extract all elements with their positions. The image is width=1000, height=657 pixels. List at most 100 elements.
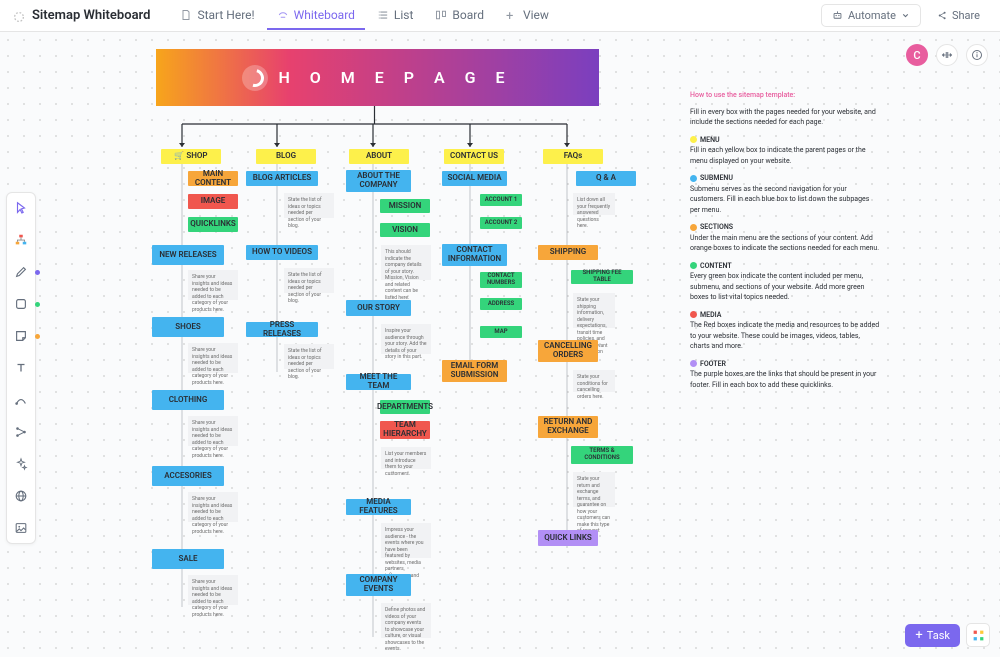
green-node[interactable]: SHIPPING FEE TABLE [571,270,633,284]
pointer-tool[interactable] [12,199,30,217]
red-node[interactable]: TEAM HIERARCHY [380,421,430,439]
menu-node[interactable]: FAQs [543,149,603,164]
note-node[interactable]: State your conditions for cancelling ord… [573,370,615,392]
blue-node[interactable]: OUR STORY [346,300,411,316]
orange-node[interactable]: MAIN CONTENT [188,171,238,186]
sticky-tool[interactable] [12,327,30,345]
apps-button[interactable] [966,623,990,647]
homepage-banner[interactable]: H O M E P A G E [156,49,599,106]
orange-node[interactable]: SHIPPING [538,245,598,260]
menu-node[interactable]: CONTACT US [444,149,504,164]
red-node[interactable]: IMAGE [188,194,238,209]
blue-node[interactable]: MEET THE TEAM [346,374,411,390]
pen-tool[interactable] [12,263,30,281]
note-node[interactable]: Impress your audience - the events where… [381,523,431,558]
green-node[interactable]: CONTACT NUMBERS [480,272,522,288]
blue-node[interactable]: MEDIA FEATURES [346,499,411,515]
web-tool[interactable] [12,487,30,505]
note-node[interactable]: Share your insights and ideas needed to … [188,343,238,373]
note-node[interactable]: State the list of ideas or topics needed… [284,344,334,369]
blue-node[interactable]: CONTACT INFORMATION [442,244,507,266]
help-section-body: The Red boxes indicate the media and res… [690,321,879,350]
blue-node[interactable]: SHOES [152,317,224,337]
share-button[interactable]: Share [929,5,988,26]
blue-node[interactable]: SOCIAL MEDIA [442,171,507,186]
note-node[interactable]: State the list of ideas or topics needed… [284,193,334,218]
avatar[interactable]: C [906,44,928,66]
note-node[interactable]: State the list of ideas or topics needed… [284,268,334,293]
legend-dot [690,262,697,269]
green-node[interactable]: DEPARTMENTS [380,400,430,414]
blue-node[interactable]: COMPANY EVENTS [346,574,411,596]
fit-width-button[interactable] [936,44,958,66]
automate-label: Automate [848,9,896,22]
help-section: FOOTERThe purple boxes are the links tha… [690,359,880,391]
relation-tool[interactable] [12,423,30,441]
tab-board[interactable]: Board [425,2,494,30]
note-node[interactable]: Share your insights and ideas needed to … [188,492,238,522]
blue-node[interactable]: ACCESORIES [152,466,224,486]
note-node[interactable]: State your return and exchange terms, an… [573,472,615,507]
tab-label: Start Here! [197,8,254,22]
green-node[interactable]: VISION [380,223,430,237]
green-node[interactable]: ACCOUNT 1 [480,194,522,206]
note-node[interactable]: List down all your frequently answered q… [573,193,615,215]
menu-node[interactable]: ABOUT [349,149,409,164]
note-node[interactable]: State your shipping information, deliver… [573,293,615,328]
automate-button[interactable]: Automate [821,4,921,27]
info-button[interactable] [966,44,988,66]
canvas-bottomright-controls: + Task [905,623,990,647]
note-node[interactable]: Inspire your audience through your story… [381,324,431,354]
blue-node[interactable]: HOW TO VIDEOS [246,245,318,260]
hierarchy-tool[interactable] [12,231,30,249]
tab-view[interactable]: +View [496,2,559,30]
blue-node[interactable]: Q & A [576,171,636,186]
help-section: MEDIAThe Red boxes indicate the media an… [690,310,880,352]
green-node[interactable]: MISSION [380,199,430,213]
task-label: Task [927,629,950,642]
note-node[interactable]: List your members and introduce them to … [381,447,431,469]
menu-node[interactable]: BLOG [256,149,316,164]
green-node[interactable]: QUICKLINKS [188,217,238,232]
green-node[interactable]: ACCOUNT 2 [480,217,522,229]
task-button[interactable]: + Task [905,624,960,647]
tab-list[interactable]: List [367,2,424,30]
help-section-heading: MENU [700,136,720,144]
legend-dot [690,360,697,367]
shape-tool[interactable] [12,295,30,313]
tab-whiteboard[interactable]: Whiteboard [267,2,365,30]
header-right: Automate Share [821,4,988,27]
green-node[interactable]: TERMS & CONDITIONS [571,446,633,464]
plus-icon: + [915,629,922,642]
whiteboard-canvas[interactable]: C + Task H O M E P A G E 🛒 SHOP BLOG ABOUT C… [0,32,1000,657]
image-tool[interactable] [12,519,30,537]
orange-node[interactable]: EMAIL FORM SUBMISSION [442,360,507,382]
note-node[interactable]: This should indicate the company details… [381,245,431,280]
legend-dot [690,175,697,182]
menu-node[interactable]: 🛒 SHOP [161,149,221,164]
help-section-body: Fill in each yellow box to indicate the … [690,146,866,165]
note-node[interactable]: Define photos and videos of your company… [381,603,431,638]
tab-start-here-[interactable]: Start Here! [170,2,264,30]
green-node[interactable]: MAP [480,326,522,338]
blue-node[interactable]: CLOTHING [152,390,224,410]
blue-node[interactable]: BLOG ARTICLES [246,171,318,186]
purple-node[interactable]: QUICK LINKS [538,530,598,546]
green-node[interactable]: ADDRESS [480,298,522,310]
note-node[interactable]: Share your insights and ideas needed to … [188,575,238,605]
blue-node[interactable]: NEW RELEASES [152,245,224,265]
connector-tool[interactable] [12,391,30,409]
doc-icon [12,9,26,23]
blue-node[interactable]: SALE [152,549,224,569]
orange-node[interactable]: CANCELLING ORDERS [538,340,598,362]
text-tool[interactable] [12,359,30,377]
ai-tool[interactable] [12,455,30,473]
blue-node[interactable]: ABOUT THE COMPANY [346,170,411,192]
note-node[interactable]: Share your insights and ideas needed to … [188,416,238,446]
note-node[interactable]: Share your insights and ideas needed to … [188,270,238,300]
doc-title[interactable]: Sitemap Whiteboard [32,8,150,23]
legend-dot [690,136,697,143]
blue-node[interactable]: PRESS RELEASES [246,322,318,337]
orange-node[interactable]: RETURN AND EXCHANGE [538,416,598,438]
help-section: SUBMENUSubmenu serves as the second navi… [690,173,880,215]
